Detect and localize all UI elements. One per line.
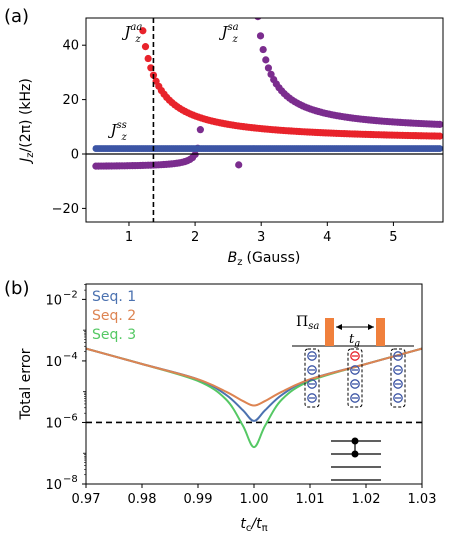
series-line-seq-2 [86, 347, 422, 407]
annotation-j-aa-text: Jaa [121, 22, 142, 41]
b-xtick-label-2: 0.99 [184, 492, 213, 507]
point-aa-0-4 [147, 64, 155, 72]
panel-a-label: (a) [4, 6, 29, 27]
b-xtick-label-0: 0.97 [72, 492, 101, 507]
inset-gap-label: tg [349, 332, 360, 349]
inset-pulse-right [376, 318, 385, 346]
panel-a-x-ticks: 1 2 3 4 5 [125, 222, 398, 245]
series-line-seq-1 [86, 347, 422, 422]
inset-ion-2-3 [393, 393, 403, 403]
panel-a: (a) 1 2 3 4 5 −20 0 20 40 Bz (Gauss) Jz/(2π) (kH… [4, 5, 444, 268]
inset-ion-column-box-0 [304, 348, 320, 408]
panel-b-x-ticks: 0.97 0.98 0.99 1.00 1.01 1.02 1.03 [72, 484, 437, 507]
point-aa-0-2 [141, 43, 150, 51]
annotation-j-ss-text: Jss [107, 120, 126, 139]
annotation-j-aa-subscript: z [134, 34, 141, 45]
b-xtick-label-4: 1.01 [296, 492, 325, 507]
b-xtick-label-1: 0.98 [128, 492, 157, 507]
circuit-control-dot-2 [351, 450, 359, 458]
inset-ion-2-0 [393, 351, 403, 361]
inset-ion-columns [304, 348, 406, 408]
point-ss-173 [436, 145, 443, 152]
point-sa-1-4 [264, 64, 273, 72]
panel-b-plot-area [86, 347, 422, 449]
a-ytick-label-3: 40 [62, 39, 79, 54]
inset-circuit [331, 437, 381, 481]
a-ytick-label-0: −20 [52, 202, 79, 217]
inset-pulse-label: Πsa [296, 314, 319, 332]
a-xtick-label-1: 2 [191, 230, 199, 245]
a-xtick-label-2: 3 [257, 230, 265, 245]
panel-a-y-axis-label: Jz/(2π) (kHz) [18, 78, 36, 165]
inset-ion-2-1 [393, 365, 403, 375]
point-sa-1-2 [259, 45, 267, 54]
point-aa-0-113 [436, 132, 443, 140]
b-ytick-label-0: 10 [45, 478, 62, 493]
point-sa-1-69 [436, 120, 443, 129]
b-ytick-exponent-3: −2 [63, 289, 78, 300]
a-xtick-label-0: 1 [125, 230, 133, 245]
inset-ion-1-0 [350, 351, 360, 361]
panel-a-y-ticks: −20 0 20 40 [52, 39, 86, 217]
inset-ion-1-3 [350, 393, 360, 403]
b-ytick-label-1: 10 [45, 416, 62, 431]
point-aa-0-0 [137, 5, 144, 12]
panel-b-y-axis-label: Total error [18, 348, 34, 420]
a-xtick-label-3: 4 [323, 230, 331, 245]
point-aa-0-3 [144, 54, 152, 63]
b-xtick-label-3: 1.00 [240, 492, 269, 507]
inset-ion-column-box-1 [347, 348, 363, 408]
annotation-j-sa-subscript: z [232, 34, 239, 45]
legend-item-seq-2: Seq. 2 [92, 308, 136, 324]
panel-b-pulse-inset: Πsa tg [292, 314, 414, 481]
panel-b-y-ticks: 10−810−610−410−2 [45, 284, 86, 493]
annotation-j-ss-subscript: z [120, 132, 127, 143]
panel-b-data [86, 347, 422, 449]
b-ytick-exponent-0: −8 [63, 474, 78, 485]
inset-ion-column-box-2 [390, 348, 406, 408]
inset-ion-1-1 [350, 365, 360, 375]
inset-ion-1-2 [350, 379, 360, 389]
panel-a-x-axis-label: Bz (Gauss) [228, 250, 301, 268]
b-ytick-exponent-1: −6 [63, 412, 78, 423]
a-ytick-label-2: 20 [62, 93, 79, 108]
point-sa-1-3 [262, 56, 270, 64]
annotation-j-sa-text: Jsa [219, 22, 239, 41]
point-sa-isolated [235, 161, 243, 169]
inset-ion-0-2 [307, 379, 317, 389]
panel-a-frame [85, 17, 444, 223]
point-sa-1-0 [254, 18, 262, 21]
panel-a-data [92, 5, 443, 170]
inset-arrowhead-left [336, 324, 342, 330]
a-xtick-label-4: 5 [389, 230, 397, 245]
point-aa-0-1 [139, 27, 147, 35]
b-ytick-label-3: 10 [45, 293, 62, 308]
circuit-control-dot-1 [351, 437, 359, 445]
inset-ion-2-2 [393, 379, 403, 389]
panel-b-label: (b) [4, 278, 29, 299]
b-xtick-label-5: 1.02 [352, 492, 381, 507]
inset-ion-0-1 [307, 365, 317, 375]
b-ytick-label-2: 10 [45, 355, 62, 370]
panel-a-plot-area [86, 5, 443, 222]
panel-b-legend: Seq. 1 Seq. 2 Seq. 3 [92, 289, 136, 343]
point-sa-1-1 [256, 32, 265, 40]
inset-pulse-left [325, 318, 334, 346]
point-sa-2-40 [196, 126, 204, 134]
inset-ion-0-0 [307, 351, 317, 361]
panel-b-x-axis-label: tc/tπ [240, 516, 267, 534]
a-ytick-label-1: 0 [71, 148, 79, 163]
legend-item-seq-3: Seq. 3 [92, 327, 136, 343]
b-xtick-label-6: 1.03 [408, 492, 437, 507]
inset-ion-0-3 [307, 393, 317, 403]
legend-item-seq-1: Seq. 1 [92, 289, 136, 305]
inset-arrowhead-right [368, 324, 374, 330]
b-ytick-exponent-2: −4 [63, 351, 78, 362]
panel-b: (b) 0.97 0.98 0.99 1.00 1.01 1.02 1.03 10 −810−… [4, 278, 436, 534]
